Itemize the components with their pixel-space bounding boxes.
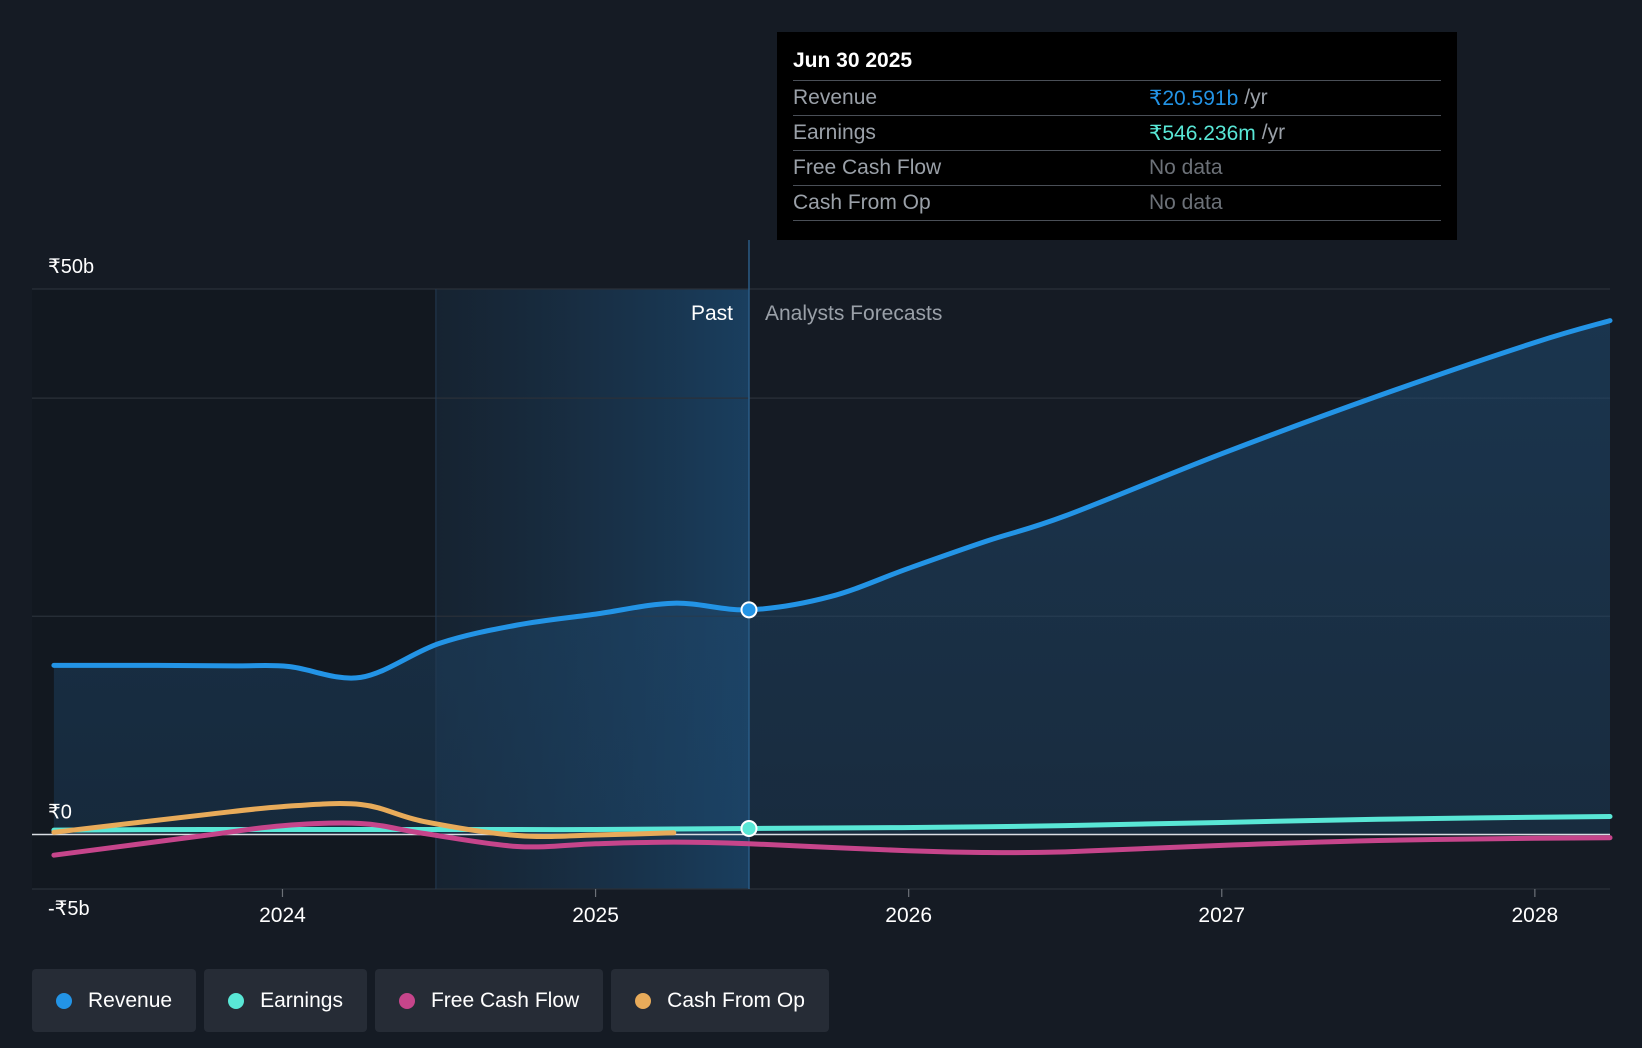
cash-from-op-line <box>51 801 677 840</box>
x-axis-ticks: 2024 2025 2026 2027 2028 <box>259 889 1558 927</box>
tooltip-row-name: Earnings <box>793 121 876 144</box>
revenue-area <box>53 320 1610 835</box>
y-axis-label: ₹0 <box>48 801 72 823</box>
past-label: Past <box>691 302 733 325</box>
free-cash-flow-line <box>51 820 1613 858</box>
forecast-label: Analysts Forecasts <box>765 302 942 325</box>
tooltip-row-value: No data <box>1149 156 1223 179</box>
x-tick-label: 2026 <box>885 904 932 927</box>
tooltip-row-free-cash-flow: Free Cash Flow No data <box>793 150 1441 185</box>
legend-dot-icon <box>635 992 652 1009</box>
x-tick-label: 2024 <box>259 904 306 927</box>
legend-dot-icon <box>398 992 415 1009</box>
legend-label: Free Cash Flow <box>430 988 580 1012</box>
y-axis-label: -₹5b <box>48 898 90 920</box>
legend-label: Cash From Op <box>667 988 805 1012</box>
tooltip-row-name: Cash From Op <box>793 191 931 214</box>
area-fills <box>53 320 1610 835</box>
revenue-marker <box>740 601 758 619</box>
legend: Revenue Earnings Free Cash Flow Cash Fro… <box>32 969 829 1032</box>
legend-label: Revenue <box>88 988 173 1012</box>
tooltip: Jun 30 2025 Revenue ₹20.591b /yr Earning… <box>777 32 1457 240</box>
tooltip-date: Jun 30 2025 <box>793 49 913 72</box>
x-tick-label: 2028 <box>1511 904 1558 927</box>
tooltip-row-unit: /yr <box>1244 86 1268 109</box>
legend-dot-icon <box>228 992 245 1009</box>
x-tick-label: 2027 <box>1198 904 1245 927</box>
tooltip-row-value: ₹546.236m <box>1149 121 1256 145</box>
legend-item-revenue[interactable]: Revenue <box>32 969 197 1032</box>
legend-item-free-cash-flow[interactable]: Free Cash Flow <box>374 969 604 1032</box>
tooltip-row-revenue: Revenue ₹20.591b /yr <box>793 80 1441 115</box>
x-tick-label: 2025 <box>572 904 619 927</box>
tooltip-row-value: ₹20.591b <box>1149 86 1239 110</box>
tooltip-row-name: Revenue <box>793 86 878 109</box>
legend-label: Earnings <box>260 988 343 1012</box>
y-axis-labels: ₹50b ₹0 -₹5b <box>48 256 94 920</box>
tooltip-row-name: Free Cash Flow <box>793 156 942 179</box>
tooltip-row-unit: /yr <box>1261 121 1286 144</box>
y-axis-label: ₹50b <box>48 256 94 278</box>
tooltip-row-value: No data <box>1149 191 1223 214</box>
legend-item-cash-from-op[interactable]: Cash From Op <box>611 969 829 1032</box>
tooltip-row-cash-from-op: Cash From Op No data <box>793 185 1441 221</box>
earnings-marker <box>740 819 758 837</box>
hover-markers <box>740 601 758 837</box>
tooltip-row-earnings: Earnings ₹546.236m /yr <box>793 115 1441 150</box>
legend-item-earnings[interactable]: Earnings <box>204 969 367 1032</box>
legend-dot-icon <box>56 992 72 1009</box>
